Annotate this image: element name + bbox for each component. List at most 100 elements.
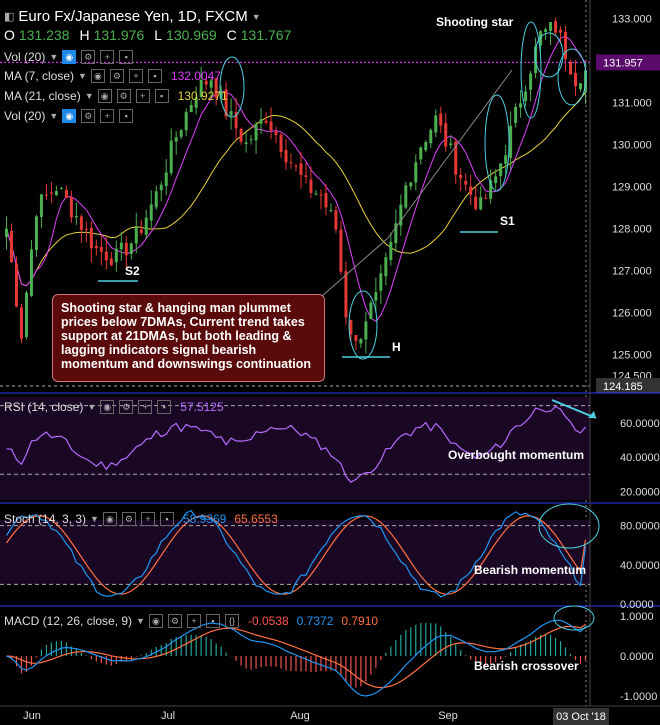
candle [334, 205, 338, 234]
candle [244, 131, 248, 153]
candle-body [429, 129, 433, 144]
settings-icon[interactable]: ⚙ [109, 69, 124, 83]
candle-body [544, 29, 548, 32]
candle [389, 232, 393, 266]
callout-leader [321, 237, 389, 297]
settings-icon[interactable]: ⚙ [167, 614, 182, 628]
macd-tick-label: -1.0000 [620, 691, 657, 703]
eye-icon[interactable]: ◉ [62, 109, 77, 123]
candle-body [374, 292, 378, 301]
vol2-indicator-row[interactable]: Vol (20) ▼ ◉ ⚙ + ▪ [4, 109, 134, 123]
add-icon[interactable]: + [100, 109, 115, 123]
candle [254, 122, 258, 154]
chart-title[interactable]: Euro Fx/Japanese Yen, 1D, FXCM [18, 8, 248, 25]
rsi-tick-label: 60.0000 [620, 418, 660, 430]
s2-label: S2 [125, 264, 140, 278]
settings-icon[interactable]: ⚙ [121, 512, 136, 526]
chevron-down-icon[interactable]: ▼ [49, 52, 59, 62]
code-icon[interactable]: {} [224, 614, 239, 628]
settings-icon[interactable]: ⚙ [81, 50, 96, 64]
chevron-down-icon[interactable]: ▼ [90, 514, 99, 524]
candle-body [219, 90, 223, 99]
more-icon[interactable]: ▪ [205, 614, 220, 628]
candle-body [319, 194, 323, 196]
candle-body [494, 176, 498, 184]
candle [79, 214, 83, 244]
more-icon[interactable]: ▪ [119, 50, 134, 64]
eye-icon[interactable]: ◉ [97, 89, 112, 103]
candle [4, 216, 8, 250]
candle-body [24, 292, 28, 337]
vol-indicator-row[interactable]: Vol (20) ▼ ◉ ⚙ + ▪ [4, 50, 134, 64]
collapse-icon[interactable]: ◧ [4, 11, 15, 23]
rsi-arrow-head [588, 411, 596, 418]
eye-icon[interactable]: ◉ [62, 50, 77, 64]
settings-icon[interactable]: ⚙ [81, 109, 96, 123]
eye-icon[interactable]: ◉ [100, 400, 115, 414]
candle-body [274, 131, 278, 136]
add-icon[interactable]: + [100, 50, 115, 64]
ma7-indicator-row[interactable]: MA (7, close) ▼ ◉ ⚙ + ▪ 132.0047 [4, 69, 221, 83]
eye-icon[interactable]: ◉ [90, 69, 105, 83]
candle-body [339, 229, 343, 272]
more-icon[interactable]: ▪ [159, 512, 174, 526]
candle-body [574, 72, 578, 87]
add-icon[interactable]: + [128, 69, 143, 83]
candle-body [479, 197, 483, 210]
more-icon[interactable]: ▪ [157, 400, 172, 414]
candle-body [509, 125, 513, 158]
stoch-indicator-row[interactable]: Stoch (14, 3, 3) ▼ ◉ ⚙ + ▪ 58.9369 65.6553 [4, 512, 278, 526]
more-icon[interactable]: ▪ [119, 109, 134, 123]
bottom-price-tag [596, 378, 660, 393]
rsi-indicator-row[interactable]: RSI (14, close) ▼ ◉ ⚙ + ▪ 57.5125 [4, 400, 224, 414]
candle [59, 186, 63, 190]
candle [409, 181, 413, 191]
candle [309, 166, 313, 199]
settings-icon[interactable]: ⚙ [116, 89, 131, 103]
open-label: O [4, 27, 15, 43]
eye-icon[interactable]: ◉ [102, 512, 117, 526]
current-price-label: 131.957 [603, 57, 643, 69]
candle [149, 190, 153, 229]
chevron-down-icon[interactable]: ▼ [136, 616, 145, 626]
candle [504, 144, 508, 176]
settings-icon[interactable]: ⚙ [119, 400, 134, 414]
candle [69, 190, 73, 223]
ma21-indicator-row[interactable]: MA (21, close) ▼ ◉ ⚙ + ▪ 130.9271 [4, 89, 228, 103]
candle [164, 159, 168, 195]
candle-body [19, 307, 23, 339]
more-icon[interactable]: ▪ [147, 69, 162, 83]
candle [209, 78, 213, 99]
add-icon[interactable]: + [138, 400, 153, 414]
chevron-down-icon[interactable]: ▼ [49, 111, 59, 121]
candle-body [249, 139, 253, 141]
candle-body [549, 22, 553, 31]
more-icon[interactable]: ▪ [154, 89, 169, 103]
stoch-k-value: 58.9369 [182, 512, 227, 526]
vol2-label: Vol (20) [4, 109, 46, 123]
candle-body [69, 197, 73, 218]
candle [349, 319, 353, 342]
add-icon[interactable]: + [140, 512, 155, 526]
highlight-ellipse [520, 21, 542, 119]
candle-body [104, 251, 108, 261]
candle-body [294, 165, 298, 167]
candle-body [4, 228, 8, 238]
candle-body [64, 189, 68, 198]
eye-icon[interactable]: ◉ [148, 614, 163, 628]
macd-indicator-row[interactable]: MACD (12, 26, close, 9) ▼ ◉ ⚙ + ▪ {} -0.0538… [4, 614, 378, 628]
add-icon[interactable]: + [186, 614, 201, 628]
time-tick-label: Sep [438, 710, 458, 722]
ma21-line [6, 92, 586, 287]
candle [159, 181, 163, 202]
chevron-down-icon[interactable]: ▼ [251, 11, 261, 22]
macd-line [6, 619, 586, 697]
highlight-ellipse [557, 48, 587, 106]
chevron-down-icon[interactable]: ▼ [87, 402, 97, 412]
candle-body [34, 216, 38, 250]
macd-signal-value: 0.7910 [341, 614, 379, 628]
add-icon[interactable]: + [135, 89, 150, 103]
chevron-down-icon[interactable]: ▼ [78, 71, 87, 81]
chevron-down-icon[interactable]: ▼ [84, 91, 94, 101]
candle-body [569, 61, 573, 75]
